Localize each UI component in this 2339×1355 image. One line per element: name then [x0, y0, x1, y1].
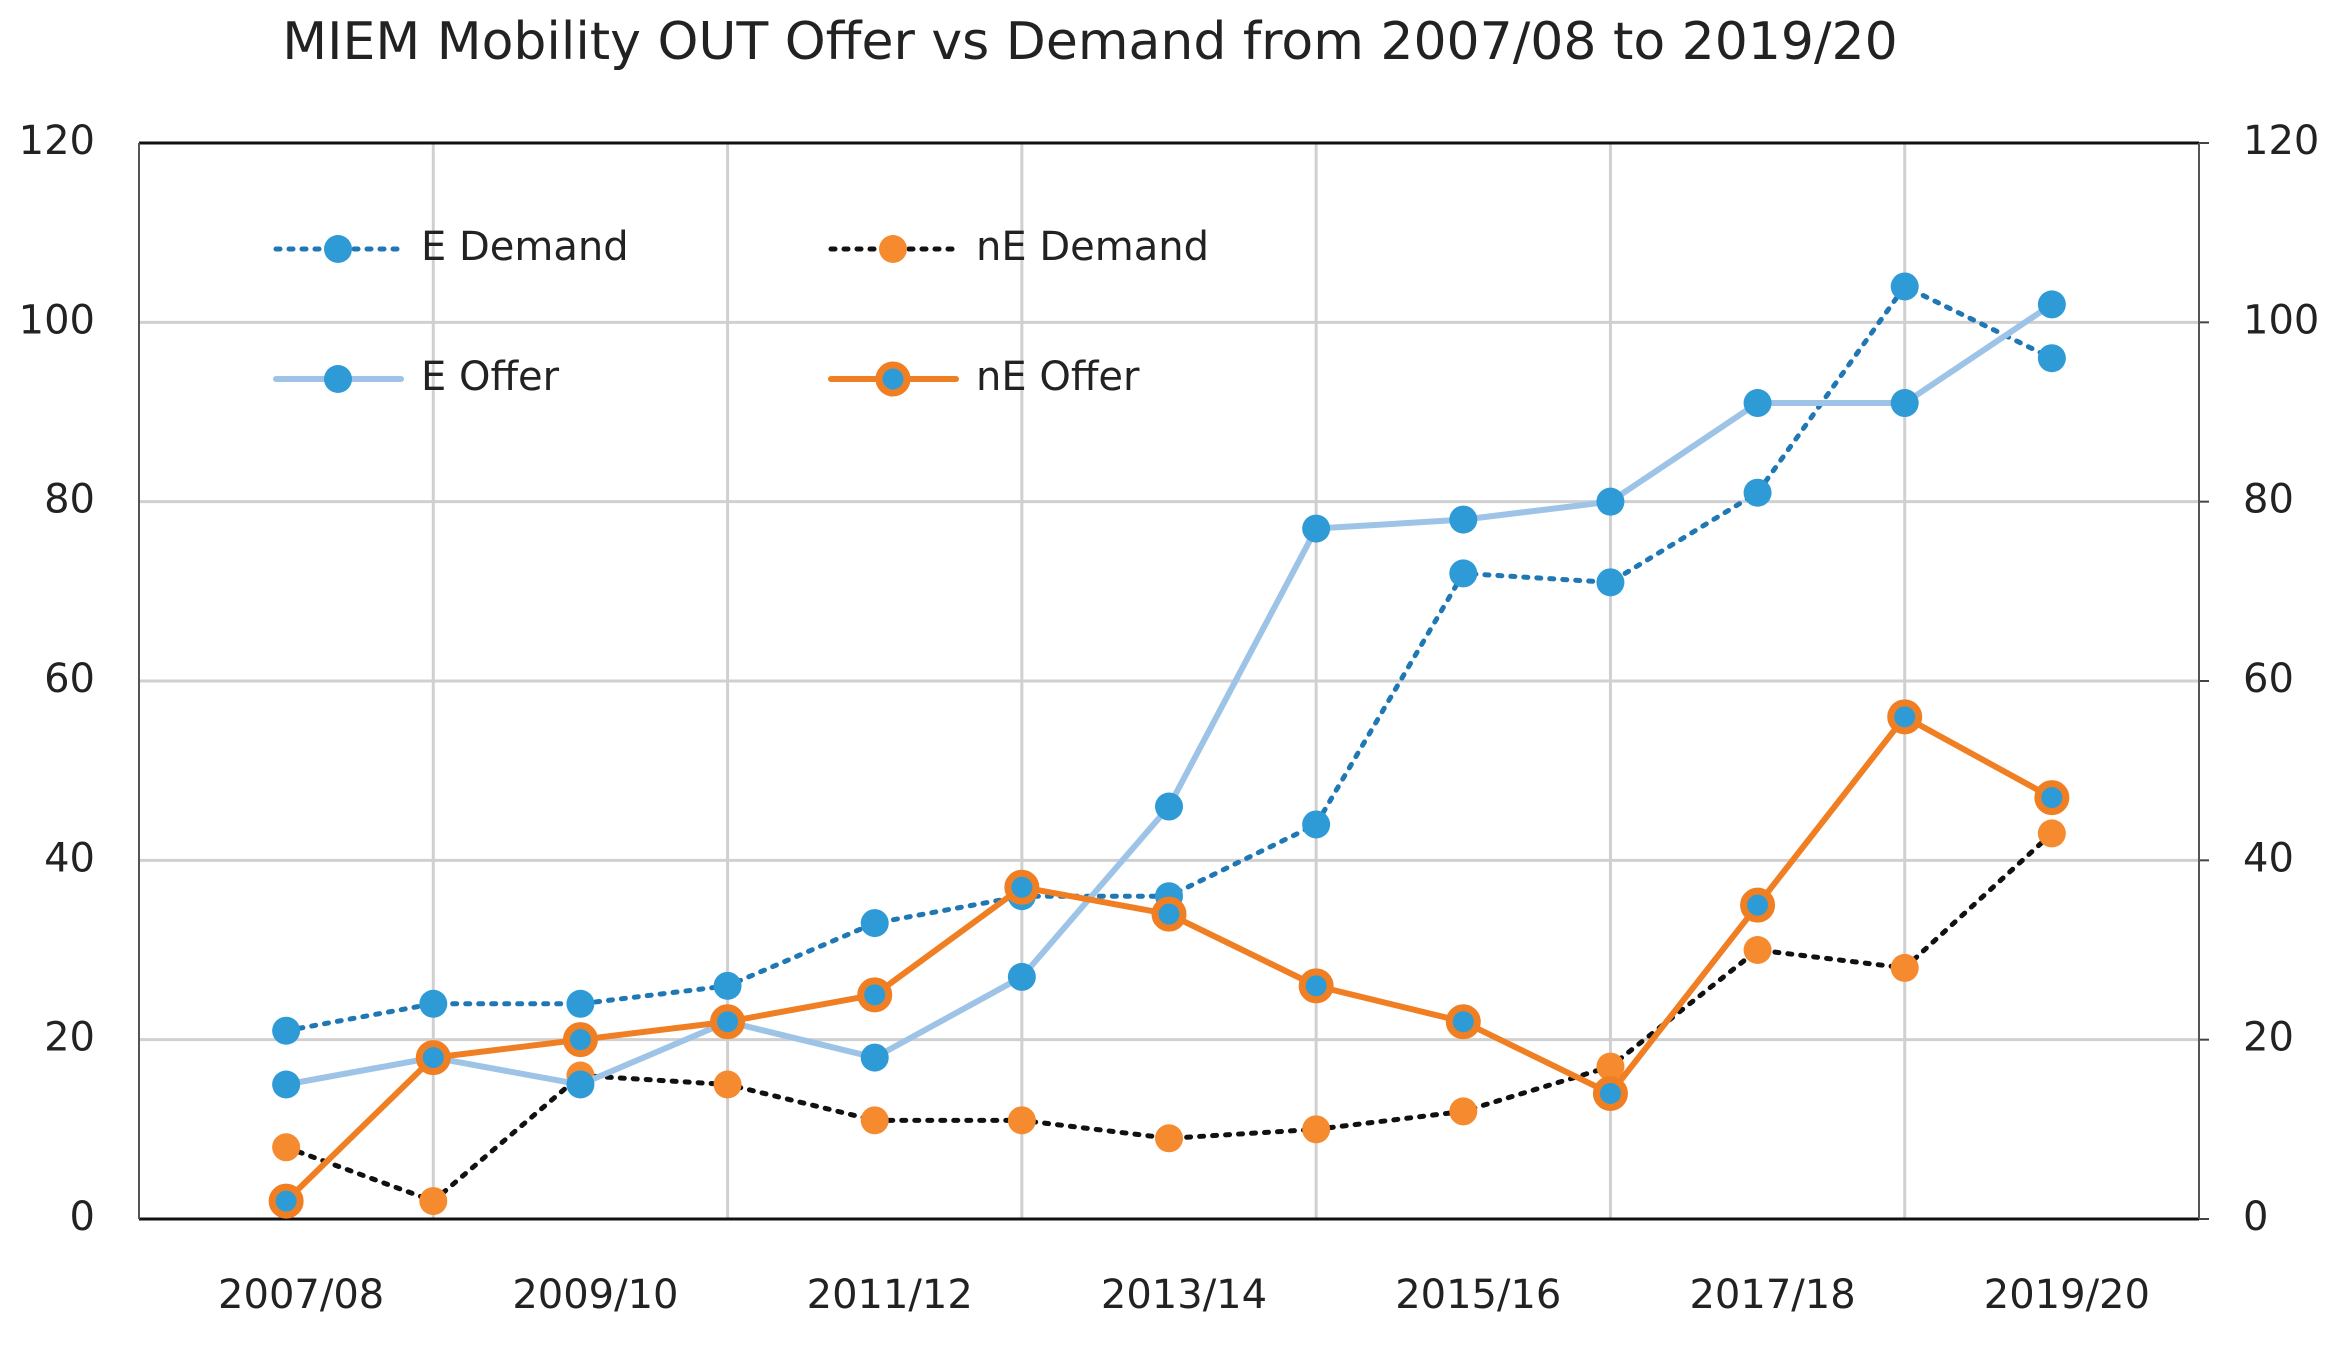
marker	[1596, 1052, 1625, 1081]
y2-tick-label: 0	[2243, 1194, 2268, 1240]
y2-tick-label: 20	[2243, 1015, 2294, 1061]
marker	[1596, 487, 1625, 516]
x-tick-label: 2015/16	[1395, 1272, 1561, 1318]
marker	[1449, 559, 1478, 588]
marker	[860, 909, 889, 938]
y2-tick-label: 120	[2243, 118, 2319, 164]
y-tick-label: 60	[44, 656, 95, 702]
marker	[1151, 896, 1187, 932]
x-tick-label: 2019/20	[1984, 1272, 2150, 1318]
marker	[713, 1070, 742, 1099]
x-tick-label: 2017/18	[1689, 1272, 1855, 1318]
marker	[860, 1043, 889, 1072]
marker	[419, 1187, 448, 1216]
marker	[1155, 792, 1183, 821]
marker	[1445, 1004, 1481, 1040]
marker	[710, 1004, 746, 1040]
marker	[1302, 1115, 1331, 1144]
legend-marker	[324, 235, 352, 263]
marker	[566, 989, 595, 1018]
marker	[1298, 968, 1334, 1004]
marker	[272, 1133, 301, 1162]
y2-tick-label: 80	[2243, 477, 2294, 523]
y-tick-label: 100	[19, 297, 95, 343]
marker	[713, 971, 742, 1000]
marker	[1004, 869, 1040, 905]
y-tick-label: 40	[44, 835, 95, 881]
marker	[1449, 505, 1478, 534]
y-tick-label: 80	[44, 477, 95, 523]
legend-label: nE Offer	[976, 354, 1140, 400]
series-line	[283, 301, 2055, 1088]
y2-tick-label: 100	[2243, 297, 2319, 343]
marker	[1890, 389, 1919, 418]
marker	[272, 1070, 301, 1099]
marker	[1155, 1124, 1183, 1153]
marker	[1890, 953, 1919, 982]
marker	[1887, 699, 1923, 735]
x-tick-label: 2013/14	[1101, 1272, 1267, 1318]
legend-marker	[879, 235, 907, 263]
y2-tick-label: 60	[2243, 656, 2294, 702]
legend-label: nE Demand	[976, 224, 1209, 270]
x-tick-label: 2011/12	[807, 1272, 973, 1318]
legend-label: E Demand	[421, 224, 629, 270]
marker	[1592, 1075, 1628, 1111]
x-tick-label: 2007/08	[218, 1272, 384, 1318]
y2-tick-label: 40	[2243, 835, 2294, 881]
marker	[1007, 962, 1036, 991]
marker	[2037, 819, 2066, 848]
marker	[1449, 1097, 1478, 1126]
y-tick-label: 120	[19, 118, 95, 164]
legend-marker	[875, 361, 911, 397]
x-tick-label: 2009/10	[512, 1272, 678, 1318]
marker	[1302, 514, 1331, 543]
marker	[562, 1022, 598, 1058]
marker	[415, 1040, 451, 1076]
marker	[1890, 272, 1919, 301]
legend-label: E Offer	[421, 354, 560, 400]
marker	[857, 977, 893, 1013]
y-tick-label: 20	[44, 1015, 95, 1061]
marker	[1743, 389, 1772, 418]
marker	[1302, 810, 1331, 839]
marker	[860, 1106, 889, 1135]
chart-title: MIEM Mobility OUT Offer vs Demand from 2…	[282, 12, 1897, 72]
marker	[1743, 936, 1772, 964]
legend-marker	[324, 365, 352, 393]
marker	[1740, 887, 1776, 923]
marker	[2037, 290, 2066, 319]
marker	[2037, 344, 2066, 373]
marker	[1596, 568, 1625, 597]
marker	[268, 1183, 304, 1219]
y-tick-label: 0	[70, 1194, 95, 1240]
marker	[272, 1016, 301, 1045]
marker	[566, 1070, 595, 1099]
marker	[419, 989, 448, 1018]
marker	[2034, 780, 2070, 816]
marker	[1007, 1106, 1036, 1135]
marker	[1743, 478, 1772, 507]
